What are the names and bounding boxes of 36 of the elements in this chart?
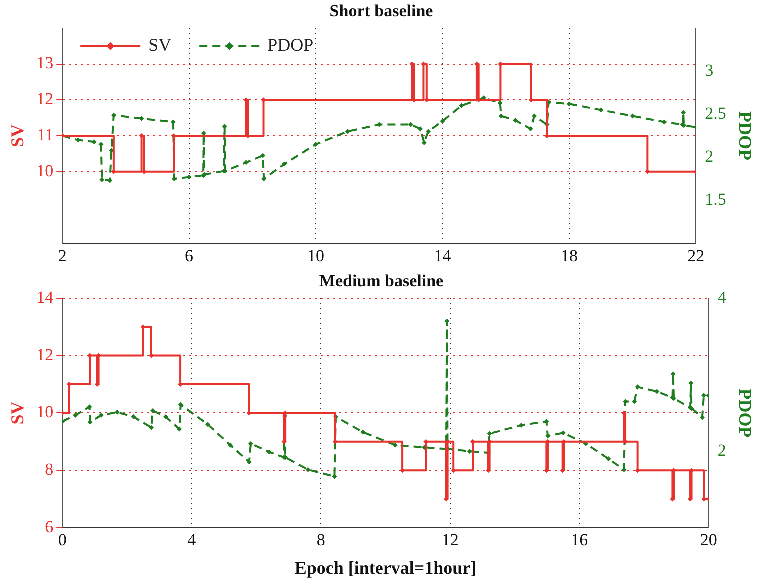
x-tick-label: 2 [58, 246, 67, 266]
y-tick-label: 8 [45, 460, 54, 480]
chart-title: Short baseline [330, 2, 434, 21]
y-tick-label: 10 [36, 402, 54, 422]
x-tick-label: 4 [188, 530, 197, 550]
x-tick-label: 14 [434, 246, 452, 266]
x-tick-label: 18 [560, 246, 578, 266]
y-axis-title: SV [7, 402, 28, 425]
y-tick-label: 12 [36, 345, 54, 364]
y2-tick-label: 2 [705, 146, 714, 166]
legend-label: SV [148, 35, 172, 56]
y2-axis-title: PDOP [736, 388, 756, 438]
y-tick-label: 10 [36, 161, 54, 180]
y2-tick-label: 3 [705, 60, 714, 80]
y2-tick-label: 1.5 [705, 190, 726, 210]
y2-tick-label: 2.5 [705, 104, 726, 123]
x-tick-label: 0 [58, 530, 67, 550]
y-tick-label: 11 [37, 125, 54, 144]
x-tick-label: 12 [442, 530, 459, 550]
y-tick-label: 6 [45, 517, 54, 536]
x-tick-label: 22 [688, 246, 705, 266]
x-axis-title: Epoch [interval=1hour] [294, 558, 477, 578]
x-tick-label: 8 [316, 530, 326, 550]
x-tick-label: 16 [571, 530, 588, 550]
x-tick-label: 6 [185, 246, 194, 266]
legend-label: PDOP [268, 35, 314, 56]
y-tick-label: 14 [36, 288, 54, 307]
y-axis-title: SV [7, 124, 28, 148]
y2-axis-title: PDOP [736, 112, 756, 160]
x-tick-label: 10 [308, 246, 325, 266]
chart-title: Medium baseline [319, 272, 444, 291]
x-tick-label: 20 [700, 530, 718, 550]
y-tick-label: 12 [36, 90, 54, 109]
y2-tick-label: 2 [718, 440, 726, 460]
y2-tick-label: 4 [718, 288, 727, 307]
y-tick-label: 13 [36, 54, 54, 73]
